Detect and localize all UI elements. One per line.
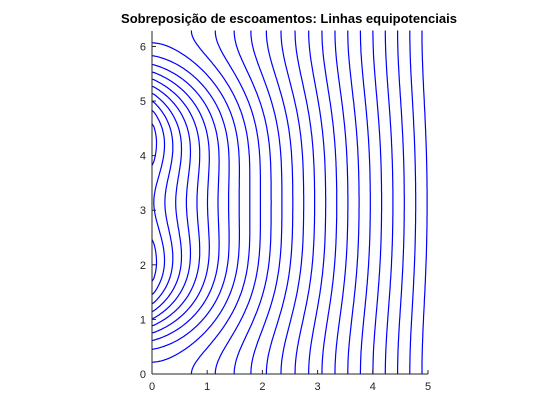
contour-line-16 [280,30,305,375]
contour-line-13 [233,30,272,375]
y-tick-label: 4 [140,151,146,163]
x-tick-label: 4 [370,381,376,393]
contour-line-11 [190,30,251,375]
contour-line-4 [151,92,183,313]
contour-line-12 [214,30,261,375]
contour-line-9 [151,55,230,350]
contour-line-15 [265,30,294,375]
x-tick-label: 5 [425,381,431,393]
contour-lines [151,30,428,375]
contour-line-6 [151,78,201,327]
y-tick-label: 5 [140,96,146,108]
contour-line-18 [308,30,327,375]
contour-line-7 [151,71,210,334]
x-tick-label: 1 [204,381,210,393]
contour-line-8 [151,63,220,342]
x-tick-label: 0 [149,381,155,393]
y-tick-label: 3 [140,205,146,217]
contour-line-21 [347,30,360,375]
x-tick-label: 3 [315,381,321,393]
y-tick-label: 1 [140,314,146,326]
plot-area: 0 1 2 3 4 5 0 1 2 3 4 5 6 [140,30,431,393]
contour-line-19 [321,30,338,375]
contour-line-10 [151,42,240,363]
chart-title: Sobreposição de escoamentos: Linhas equi… [121,11,457,26]
contour-line-24 [384,30,394,375]
contour-line-25 [397,30,405,375]
y-tick-label: 0 [140,369,146,381]
y-tick-label: 2 [140,260,146,272]
y-tick-label: 6 [140,41,146,53]
axes: 0 1 2 3 4 5 0 1 2 3 4 5 6 [140,31,431,393]
contour-line-26 [409,30,417,375]
contour-line-17 [294,30,316,375]
contour-line-27 [421,30,428,375]
contour-line-22 [359,30,371,375]
contour-line-14 [250,30,283,375]
contour-line-20 [334,30,349,375]
x-tick-label: 2 [259,381,265,393]
contour-line-5 [151,85,192,320]
